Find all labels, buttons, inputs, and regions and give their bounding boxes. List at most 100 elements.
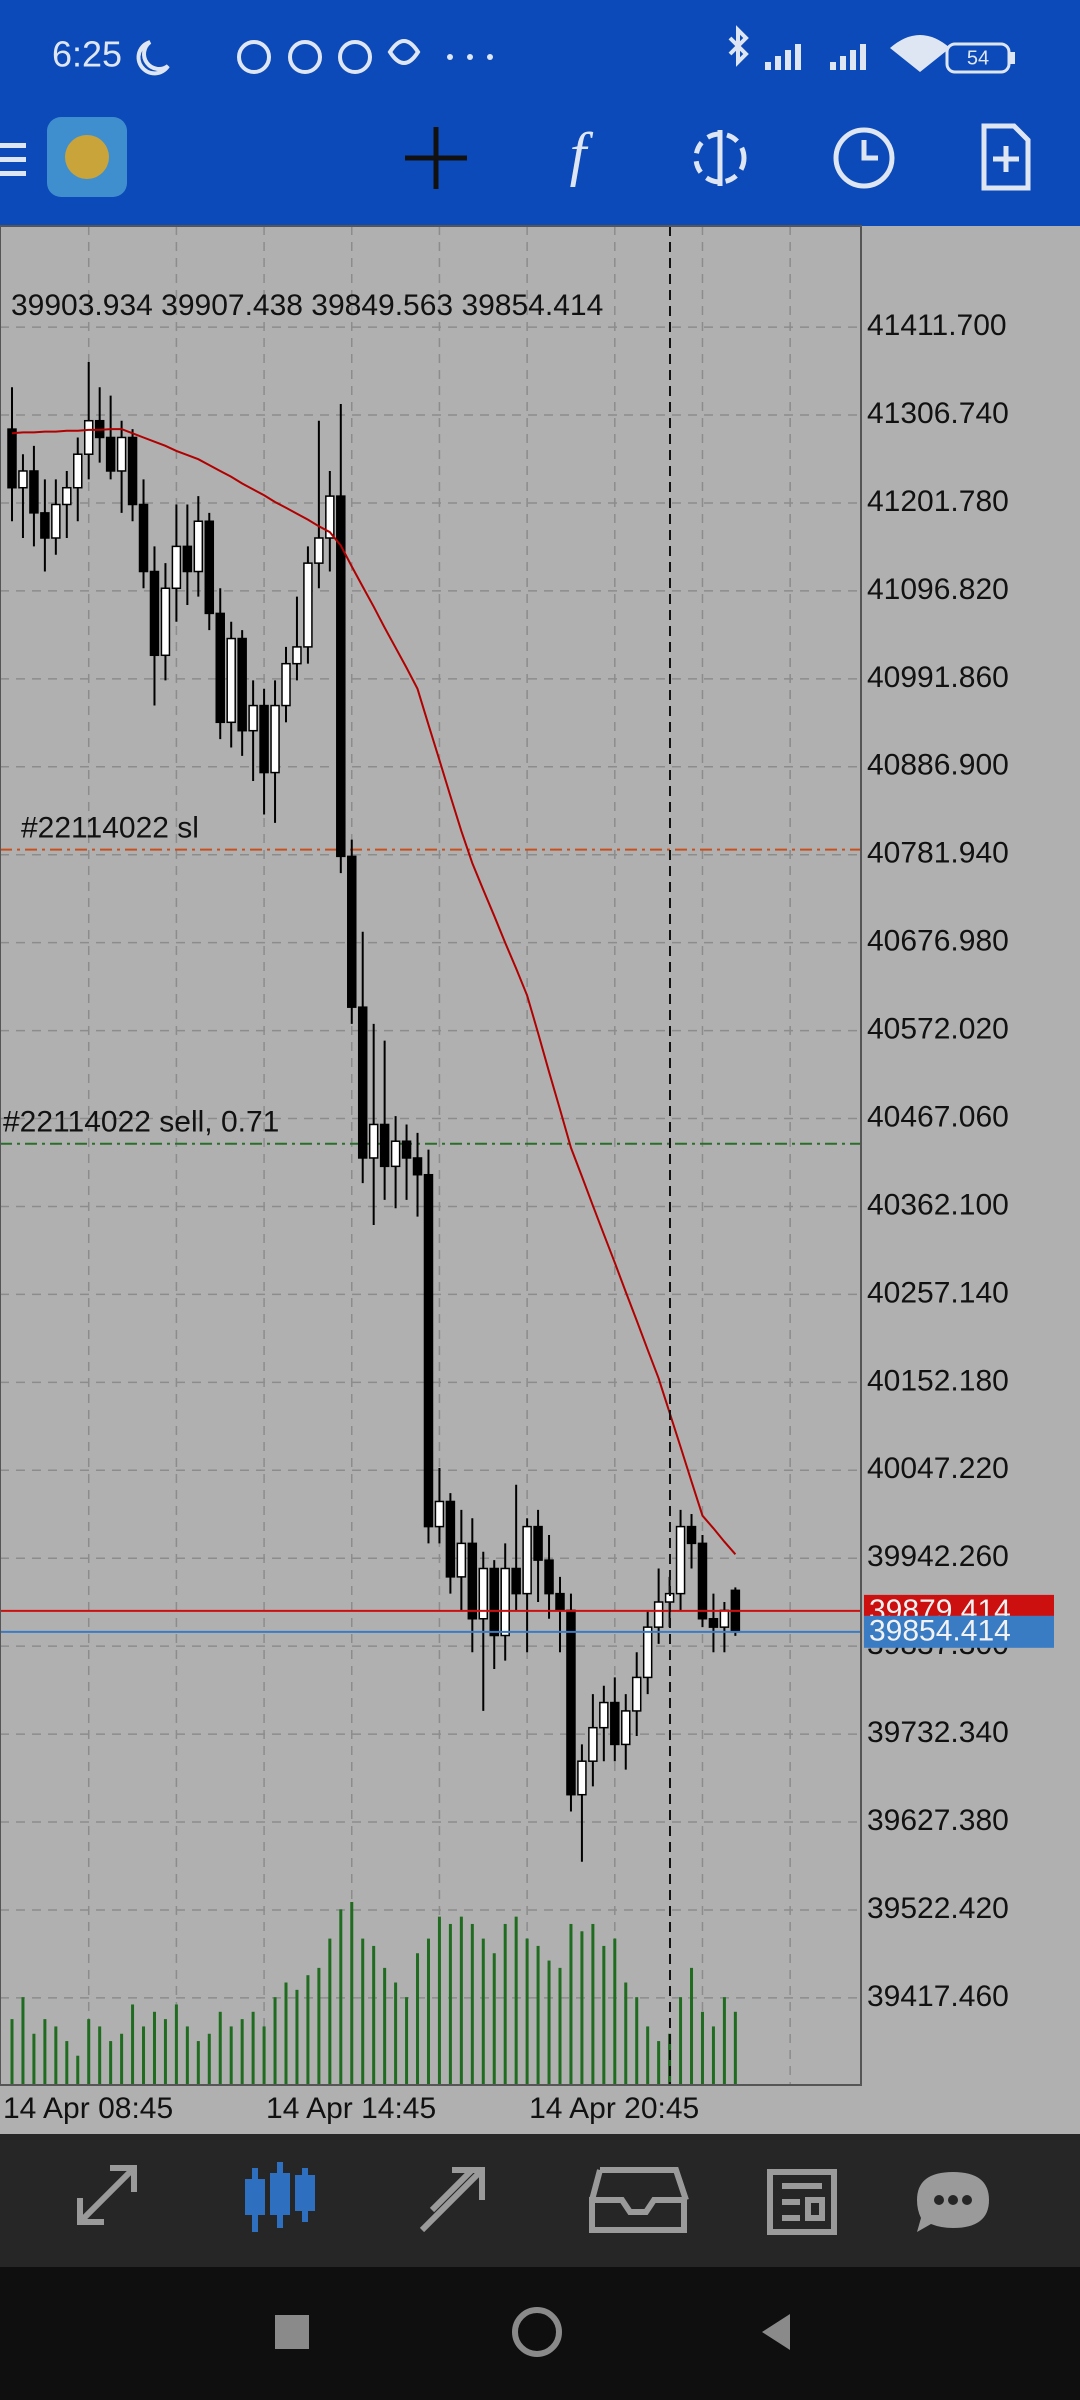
volume-bar: [142, 2026, 146, 2085]
menu-button[interactable]: [0, 143, 26, 148]
volume-bar: [229, 2026, 233, 2085]
bid-label-box: [864, 1615, 1054, 1648]
volume-bar: [602, 1945, 606, 2085]
volume-bar: [21, 1997, 25, 2085]
candle-body: [642, 1626, 653, 1679]
candle-body: [127, 436, 138, 506]
system-nav: [0, 2267, 1080, 2400]
volume-bar: [426, 1938, 430, 2085]
volume-bar: [690, 1967, 694, 2085]
candle-body: [445, 1500, 456, 1578]
candle-body: [29, 470, 39, 514]
moving-average: [11, 428, 737, 1555]
back-button[interactable]: [762, 2314, 790, 2350]
candle-body: [599, 1701, 609, 1729]
candle-body: [533, 1525, 543, 1561]
volume-bar: [163, 2019, 167, 2085]
volume-bar: [492, 1953, 496, 2085]
volume-bar: [711, 2026, 715, 2085]
candle-body: [314, 537, 324, 564]
volume-bar: [98, 2026, 102, 2085]
volume-bar: [733, 2011, 737, 2085]
y-tick-label: 40572.020: [867, 1013, 1009, 1046]
candle-body: [83, 419, 94, 455]
candle-body: [248, 704, 258, 732]
volume-bar: [185, 2026, 189, 2085]
volume-bar: [262, 2026, 266, 2085]
volume-bar: [43, 2019, 47, 2085]
volume-bar: [196, 2041, 200, 2085]
candle-body: [7, 428, 17, 489]
volume-bar: [591, 1923, 595, 2085]
recents-button[interactable]: [275, 2315, 309, 2349]
status-time: 6:25: [52, 34, 122, 75]
candle-body: [621, 1710, 631, 1746]
app-icon-logo: [65, 135, 109, 179]
volume-bar: [240, 2019, 244, 2085]
volume-bar: [76, 2055, 80, 2085]
volume-bar: [481, 1938, 485, 2085]
nav-chart[interactable]: [245, 2162, 315, 2232]
nav-history[interactable]: [589, 2167, 689, 2233]
timeframe-button[interactable]: [833, 127, 895, 189]
candle-body: [357, 1006, 368, 1159]
volume-bar: [273, 1997, 277, 2085]
nav-quotes[interactable]: [77, 2165, 137, 2225]
volume-bar: [372, 1945, 376, 2085]
crosshair-button[interactable]: [405, 127, 467, 189]
candle-body: [40, 512, 50, 539]
plot: 41411.700 41306.740 41201.780 41096.820 4099…: [0, 226, 1009, 2125]
candle-body: [555, 1592, 565, 1612]
volume-bar: [32, 2033, 36, 2085]
volume-bar: [679, 1997, 683, 2085]
volume-bar: [306, 1975, 310, 2085]
candle-body: [226, 637, 236, 724]
candle-body: [51, 503, 61, 539]
candle-body: [412, 1157, 423, 1176]
menu-line: [0, 171, 26, 176]
y-tick-label: 40152.180: [867, 1364, 1009, 1397]
y-tick-label: 40991.860: [867, 661, 1009, 694]
y-tick-label: 39942.260: [867, 1540, 1009, 1573]
status-right: [447, 35, 1015, 74]
y-tick-label: 40362.100: [867, 1188, 1009, 1221]
candle-body: [336, 495, 346, 858]
volume-bar: [536, 1945, 540, 2085]
candle-body: [215, 612, 225, 724]
chart-area[interactable]: [0, 226, 1080, 2134]
volume-bar: [558, 1967, 562, 2085]
x-tick-label: 14 Apr 14:45: [266, 2092, 436, 2125]
volume-bar: [251, 2011, 255, 2085]
candle-body: [379, 1123, 390, 1168]
new-order-button[interactable]: [981, 123, 1031, 191]
volume-bar: [218, 2011, 222, 2085]
candle-body: [544, 1559, 554, 1595]
y-tick-label: 40886.900: [867, 749, 1009, 782]
volume-bar: [339, 1909, 343, 2085]
candle-body: [116, 436, 127, 472]
volume-bar: [624, 1982, 628, 2085]
candle-body: [368, 1123, 379, 1159]
y-tick-label: 40676.980: [867, 925, 1009, 958]
nav-news[interactable]: [767, 2169, 837, 2235]
volume-bar: [470, 1923, 474, 2085]
candle-body: [281, 662, 291, 707]
candle-body: [193, 520, 204, 573]
y-tick-label: 41096.820: [867, 573, 1009, 606]
symbols-button[interactable]: [693, 130, 747, 186]
candle-body: [18, 470, 28, 489]
volume-bar: [383, 1967, 387, 2085]
candle-body: [149, 570, 160, 657]
home-button[interactable]: [512, 2307, 562, 2357]
volume-bar: [120, 2033, 124, 2085]
candle-body: [697, 1542, 708, 1620]
volume-bar: [284, 1982, 288, 2085]
candle-body: [325, 495, 335, 539]
candle-body: [588, 1726, 598, 1762]
volume-bar: [700, 2011, 704, 2085]
nav-trade[interactable]: [419, 2167, 485, 2233]
y-tick-label: 41306.740: [867, 397, 1009, 430]
volume-bar: [514, 1916, 518, 2085]
candle-body: [171, 545, 182, 590]
